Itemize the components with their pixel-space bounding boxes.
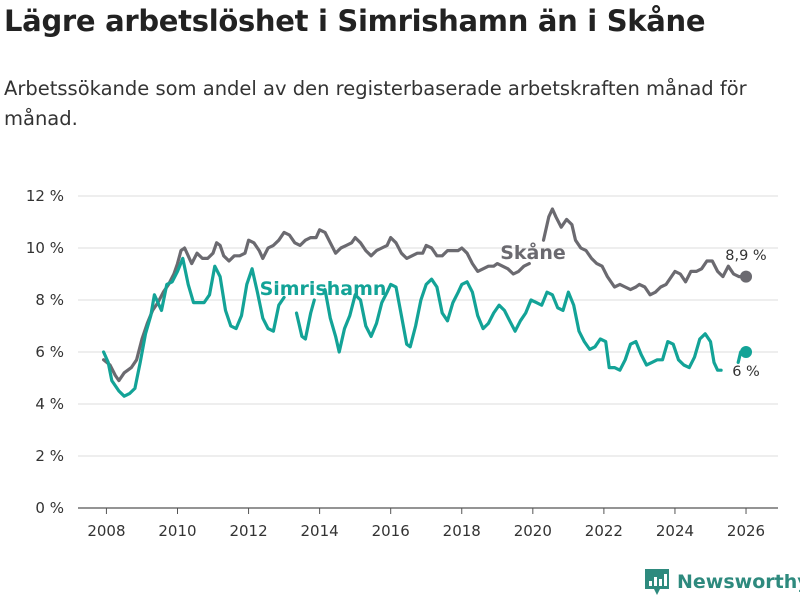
x-tick-label: 2010 [158, 522, 196, 540]
series-line-simrishamn [102, 256, 748, 398]
end-value-label-skane: 8,9 % [725, 248, 766, 264]
y-tick-label: 8 % [35, 291, 64, 309]
series-labels: Skåne Simrishamn 8,9 % 6 % [260, 240, 767, 380]
x-tick-label: 2008 [87, 522, 125, 540]
y-tick-label: 10 % [26, 239, 64, 257]
y-tick-label: 6 % [35, 343, 64, 361]
series-label-simrishamn: Simrishamn [260, 278, 387, 300]
y-tick-label: 2 % [35, 447, 64, 465]
y-tick-label: 0 % [35, 499, 64, 517]
brand-logo: Newsworthy [644, 568, 800, 596]
series-lines [102, 207, 753, 398]
end-value-label-simrishamn: 6 % [732, 364, 760, 380]
end-marker-simrishamn [740, 346, 753, 358]
x-tick-label: 2026 [727, 522, 765, 540]
y-tick-label: 4 % [35, 395, 64, 413]
x-tick-label: 2014 [301, 522, 339, 540]
x-tick-label: 2012 [229, 522, 267, 540]
x-tick-label: 2020 [514, 522, 552, 540]
x-tick-label: 2022 [585, 522, 623, 540]
series-label-skane: Skåne [500, 240, 566, 264]
x-tick-label: 2024 [656, 522, 694, 540]
y-axis: 0 % 2 % 4 % 6 % 8 % 10 % 12 % [26, 187, 64, 517]
y-tick-label: 12 % [26, 187, 64, 205]
chart-subtitle: Arbetssökande som andel av den registerb… [4, 77, 747, 130]
series-line-skane [102, 207, 748, 383]
grid-lines [78, 195, 778, 509]
brand-name: Newsworthy [677, 571, 800, 593]
x-axis: 2008 2010 2012 2014 2016 2018 2020 2022 2024 2026 [87, 508, 765, 540]
newsworthy-logo-icon [645, 569, 669, 595]
chart-title: Lägre arbetslöshet i Simrishamn än i Skå… [4, 4, 706, 38]
x-tick-label: 2018 [443, 522, 481, 540]
x-tick-label: 2016 [372, 522, 410, 540]
end-marker-skane [740, 270, 753, 283]
